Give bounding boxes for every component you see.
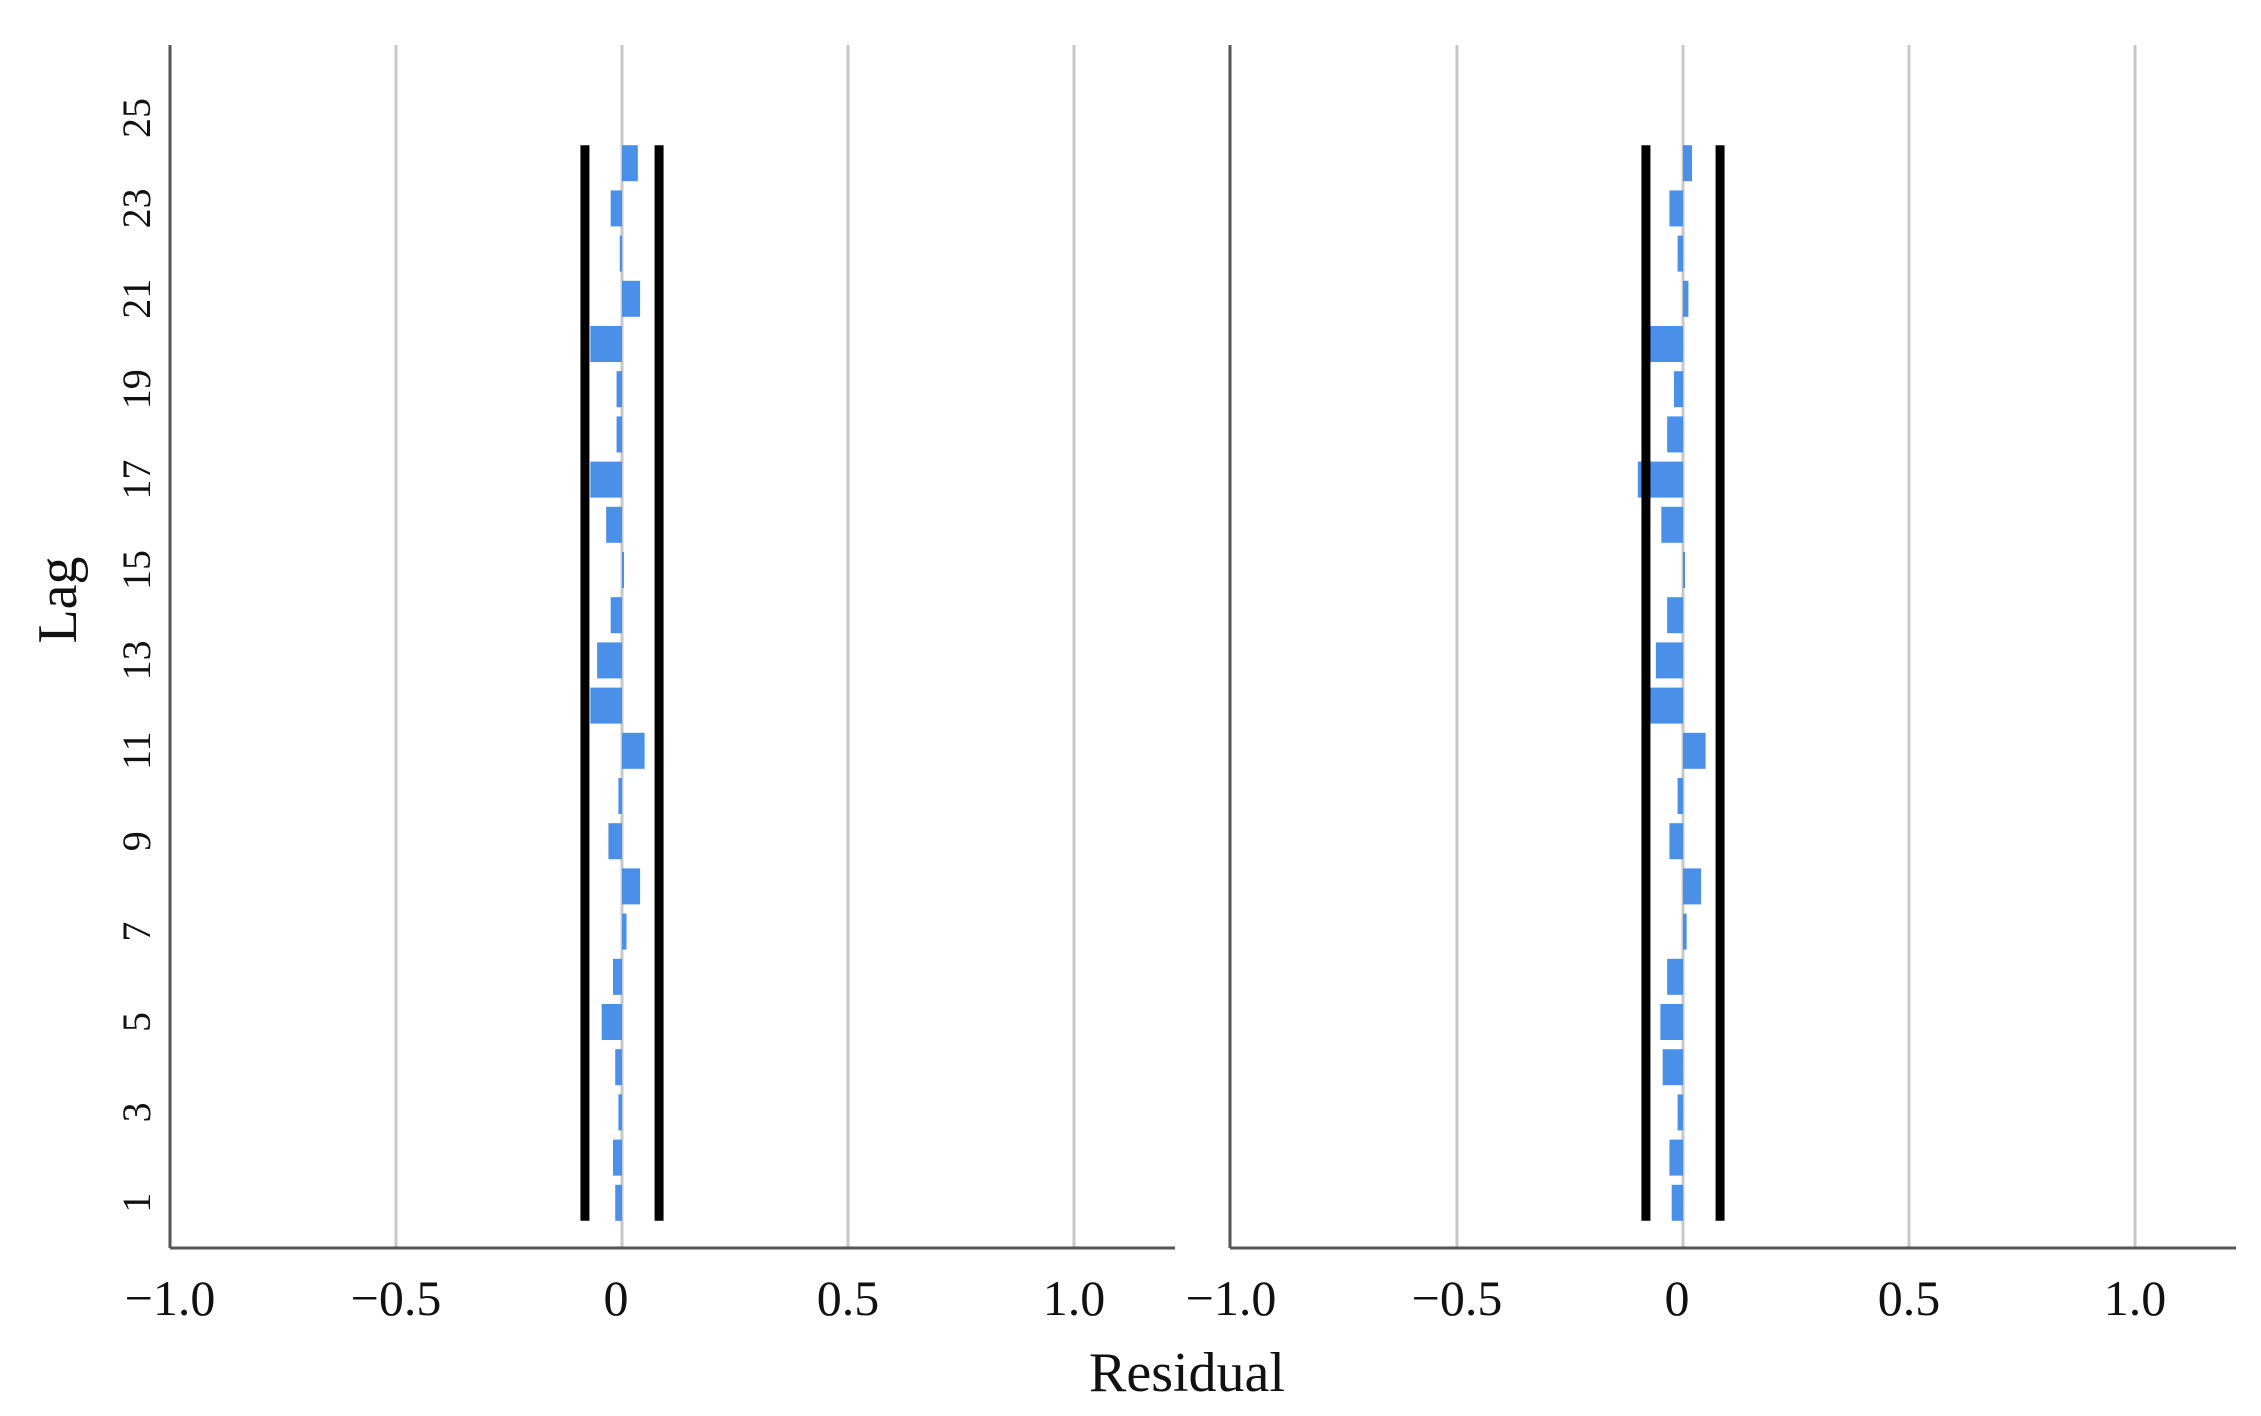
left-bar-lag-6: [612, 958, 622, 995]
right-axes: [1228, 45, 2236, 1250]
right-bar-lag-15: [1683, 552, 1685, 588]
right-bar-lag-6: [1667, 958, 1683, 995]
left-bar-lag-11: [622, 732, 645, 769]
left-bars: [590, 145, 645, 1221]
right-bar-lag-22: [1677, 235, 1683, 272]
left-y-tick-label: 13: [114, 640, 159, 680]
left-x-tick-label: 0: [604, 1270, 629, 1326]
right-panel: −1.0 −0.5 0 0.5 1.0: [1186, 45, 2236, 1326]
right-bar-lag-24: [1683, 145, 1693, 182]
right-bar-lag-13: [1655, 642, 1683, 679]
right-x-tick-label: 0.5: [1878, 1270, 1941, 1326]
right-bar-lag-16: [1661, 506, 1683, 543]
left-axes: [168, 45, 1175, 1250]
left-x-tick-labels: −1.0 −0.5 0 0.5 1.0: [125, 1270, 1106, 1326]
left-bar-lag-3: [618, 1094, 622, 1131]
left-bar-lag-8: [622, 868, 641, 905]
right-bar-lag-5: [1660, 1004, 1683, 1040]
left-bar-lag-14: [610, 597, 622, 634]
right-bar-lag-3: [1677, 1094, 1683, 1131]
left-bar-lag-1: [615, 1184, 622, 1221]
left-confidence-limits: [580, 145, 664, 1221]
left-bar-lag-15: [622, 552, 624, 588]
right-bar-lag-1: [1671, 1184, 1683, 1221]
left-bar-lag-22: [619, 235, 622, 272]
left-bar-lag-9: [608, 823, 622, 860]
right-bar-lag-10: [1677, 778, 1683, 814]
left-y-tick-label: 7: [114, 922, 159, 942]
left-y-tick-label: 23: [114, 188, 159, 228]
left-y-tick-label: 1: [114, 1193, 159, 1213]
right-bar-lag-7: [1683, 913, 1687, 950]
left-bar-lag-12: [590, 687, 622, 724]
right-x-tick-label: −0.5: [1412, 1270, 1503, 1326]
right-bar-lag-23: [1669, 190, 1683, 227]
right-x-tick-labels: −1.0 −0.5 0 0.5 1.0: [1186, 1270, 2167, 1326]
right-bar-lag-2: [1669, 1139, 1683, 1176]
right-bars: [1637, 145, 1706, 1221]
left-y-tick-label: 21: [114, 279, 159, 319]
left-bar-lag-20: [590, 326, 622, 362]
left-bar-lag-16: [606, 506, 622, 543]
left-y-tick-label: 11: [114, 732, 159, 771]
left-bar-lag-10: [618, 778, 622, 814]
left-y-tick-label: 15: [114, 550, 159, 590]
right-x-tick-label: 1.0: [2104, 1270, 2167, 1326]
left-bar-lag-18: [616, 416, 622, 453]
right-x-tick-label: 0: [1665, 1270, 1690, 1326]
y-axis-title: Lag: [27, 556, 89, 643]
left-y-tick-label: 19: [114, 369, 159, 409]
right-bar-lag-9: [1669, 823, 1683, 860]
right-bar-lag-19: [1673, 371, 1683, 408]
left-x-tick-label: −0.5: [351, 1270, 442, 1326]
right-confidence-limits: [1641, 145, 1725, 1221]
left-x-tick-label: 0.5: [817, 1270, 880, 1326]
right-bar-lag-21: [1683, 280, 1689, 317]
left-x-tick-label: −1.0: [125, 1270, 216, 1326]
right-bar-lag-8: [1683, 868, 1702, 905]
right-bar-lag-20: [1649, 326, 1683, 362]
right-bar-lag-12: [1649, 687, 1683, 724]
left-bar-lag-17: [590, 461, 622, 498]
left-bar-lag-19: [616, 371, 622, 408]
right-bar-lag-11: [1683, 732, 1706, 769]
right-bar-lag-14: [1667, 597, 1683, 634]
left-bar-lag-13: [597, 642, 622, 679]
left-bar-lag-21: [622, 280, 641, 317]
left-bar-lag-4: [615, 1049, 622, 1086]
right-bar-lag-4: [1662, 1049, 1683, 1086]
left-bar-lag-24: [622, 145, 638, 182]
left-bar-lag-5: [601, 1004, 622, 1040]
left-bar-lag-2: [612, 1139, 622, 1176]
left-y-tick-label: 5: [114, 1012, 159, 1032]
left-y-tick-label: 9: [114, 831, 159, 851]
left-bar-lag-23: [610, 190, 622, 227]
x-axis-title: Residual: [1089, 1342, 1285, 1404]
left-bar-lag-7: [622, 913, 627, 950]
left-y-tick-label: 17: [114, 460, 159, 500]
left-x-tick-label: 1.0: [1043, 1270, 1106, 1326]
left-y-tick-label: 3: [114, 1102, 159, 1122]
left-y-tick-label: 25: [114, 98, 159, 138]
right-bar-lag-18: [1667, 416, 1683, 453]
right-x-tick-label: −1.0: [1186, 1270, 1277, 1326]
